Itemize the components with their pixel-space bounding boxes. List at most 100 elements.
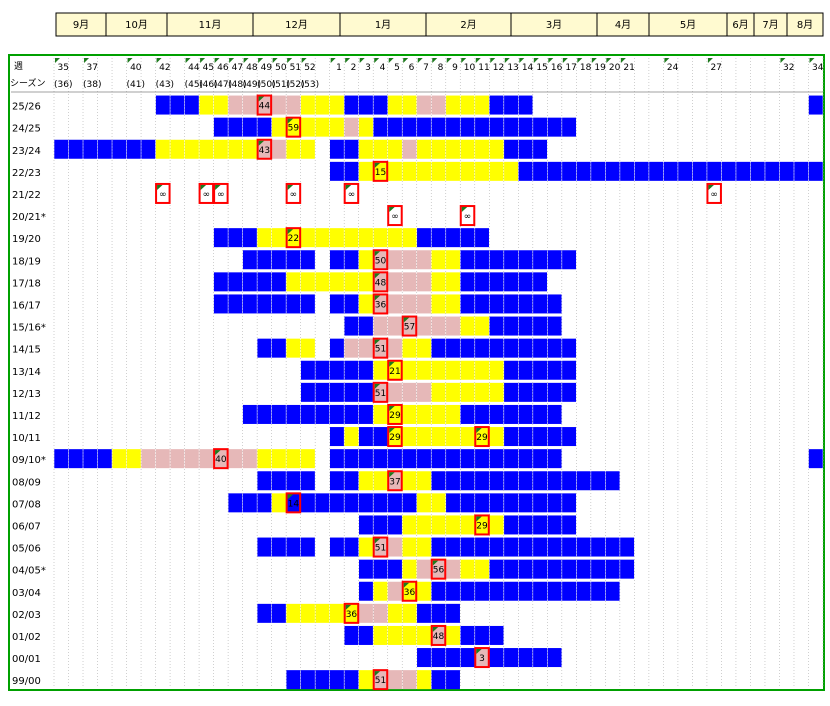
peak-value-label: 29 — [476, 521, 488, 531]
peak-value-label: 36 — [375, 300, 387, 310]
peak-value-label: 29 — [389, 411, 401, 421]
cell-yellow — [199, 139, 214, 159]
peak-value-label: 51 — [375, 345, 386, 355]
cell-blue — [329, 670, 344, 690]
cell-blue — [271, 294, 286, 314]
cell-blue — [315, 670, 330, 690]
peak-value-label: 51 — [375, 389, 386, 399]
season-week-label: (36) — [54, 80, 72, 90]
cell-blue — [446, 471, 460, 491]
peak-marker — [155, 182, 171, 204]
cell-yellow — [446, 427, 460, 447]
cell-pink — [228, 95, 243, 115]
week-marker-triangle — [243, 58, 249, 63]
week-tick-label: 49 — [261, 63, 273, 73]
peak-corner-triangle — [258, 140, 265, 146]
cell-yellow — [373, 471, 388, 491]
week-marker-triangle — [374, 58, 380, 63]
cell-blue — [83, 139, 98, 159]
cell-yellow — [358, 272, 373, 292]
cell-blue — [620, 161, 635, 181]
cell-yellow — [431, 139, 446, 159]
cell-blue — [808, 449, 823, 469]
cell-yellow — [373, 360, 388, 380]
cell-pink — [388, 272, 402, 292]
cell-blue — [591, 471, 606, 491]
cell-blue — [533, 338, 548, 358]
cell-blue — [388, 117, 402, 137]
week-marker-triangle — [519, 58, 525, 63]
peak-marker — [285, 182, 302, 204]
cell-blue — [605, 161, 620, 181]
cell-blue — [373, 427, 388, 447]
cell-yellow — [475, 559, 489, 579]
cell-pink — [417, 382, 431, 402]
cell-blue — [504, 471, 519, 491]
cell-blue — [184, 95, 199, 115]
peak-value-label: ∞ — [464, 212, 472, 222]
cell-blue — [300, 382, 315, 402]
cell-pink — [286, 95, 301, 115]
cell-yellow — [300, 338, 315, 358]
cell-blue — [489, 493, 504, 513]
week-marker-triangle — [577, 58, 583, 63]
peak-corner-triangle — [432, 560, 439, 566]
cell-pink — [417, 95, 431, 115]
cell-pink — [242, 449, 257, 469]
cell-yellow — [446, 272, 460, 292]
cell-blue — [504, 515, 519, 535]
cell-blue — [518, 338, 533, 358]
cell-blue — [736, 161, 751, 181]
season-row-label: 23/24 — [12, 146, 41, 157]
week-tick-label: 16 — [551, 63, 563, 73]
week-tick-label: 7 — [423, 63, 429, 73]
cell-yellow — [286, 139, 301, 159]
cell-blue — [547, 515, 562, 535]
cell-yellow — [344, 228, 359, 248]
cell-yellow — [460, 515, 475, 535]
cell-pink — [373, 338, 388, 358]
week-marker-triangle — [403, 58, 409, 63]
cell-yellow — [475, 515, 489, 535]
cell-blue — [257, 537, 272, 557]
cell-blue — [489, 95, 504, 115]
cell-yellow — [388, 139, 402, 159]
cell-blue — [286, 670, 301, 690]
cell-blue — [358, 95, 373, 115]
cell-blue — [358, 625, 373, 645]
cell-yellow — [460, 95, 475, 115]
week-tick-label: 5 — [394, 63, 400, 73]
peak-value-label: 22 — [288, 234, 299, 244]
cell-pink — [402, 272, 417, 292]
cell-pink — [170, 449, 185, 469]
cell-yellow — [286, 117, 301, 137]
cell-yellow — [358, 294, 373, 314]
cell-blue — [54, 139, 69, 159]
cell-blue — [475, 250, 489, 270]
cell-blue — [286, 493, 301, 513]
peak-marker — [474, 647, 490, 669]
cell-blue — [460, 581, 475, 601]
cell-yellow — [358, 117, 373, 137]
cell-blue — [358, 515, 373, 535]
cell-blue — [489, 581, 504, 601]
cell-blue — [533, 404, 548, 424]
cell-blue — [460, 404, 475, 424]
week-caption: 週 — [14, 61, 23, 72]
cell-blue — [504, 493, 519, 513]
cell-yellow — [446, 294, 460, 314]
cell-yellow — [402, 515, 417, 535]
cell-yellow — [489, 360, 504, 380]
cell-yellow — [417, 670, 431, 690]
week-tick-label: 6 — [409, 63, 415, 73]
season-row-label: 03/04 — [12, 588, 41, 599]
cell-pink — [373, 294, 388, 314]
cell-blue — [460, 471, 475, 491]
cell-yellow — [489, 515, 504, 535]
week-tick-label: 11 — [478, 63, 489, 73]
cell-blue — [547, 427, 562, 447]
cell-blue — [533, 449, 548, 469]
cell-yellow — [489, 139, 504, 159]
peak-corner-triangle — [345, 604, 352, 610]
peak-marker — [372, 271, 389, 293]
